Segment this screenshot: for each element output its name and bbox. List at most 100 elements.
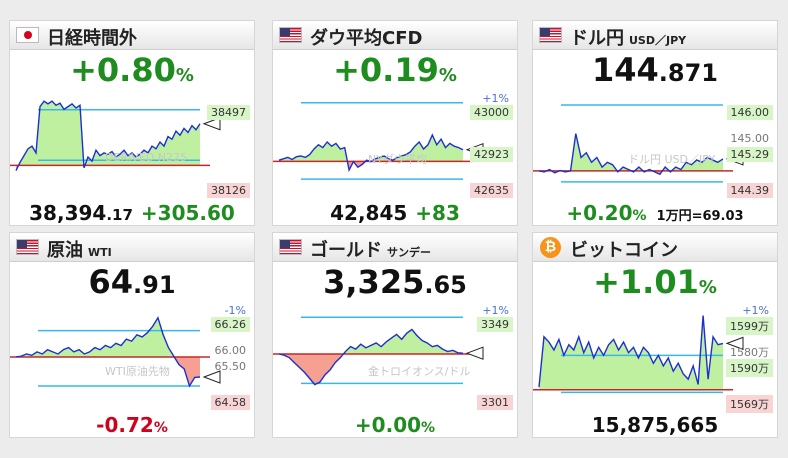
area-above-close <box>16 317 200 357</box>
card-title-text: ドル円 <box>570 28 624 49</box>
high-label: 3349 <box>477 317 513 332</box>
bottom-main: -0.72 <box>96 413 154 437</box>
price-line <box>278 328 464 386</box>
price-line <box>15 100 201 171</box>
high-label: 146.00 <box>726 105 773 120</box>
bottom-suffix: % <box>421 420 436 436</box>
price-line <box>538 133 724 176</box>
chart-watermark: DERIVED N225 <box>105 151 187 164</box>
card-title-text: 原油 <box>47 240 83 261</box>
extra-price-label: 1580万 <box>730 346 769 359</box>
quote-card-dow[interactable]: ダウ平均CFD +0.19% NYダウ平均 +1% 43000 42923 42635 42,… <box>272 20 518 226</box>
us-flag-icon <box>279 239 302 255</box>
us-flag-icon <box>539 27 562 43</box>
card-title-text: ダウ平均CFD <box>310 28 423 49</box>
mid-label: 145.29 <box>726 147 773 162</box>
low-label: 144.39 <box>726 183 773 198</box>
percent-band-label: -1% <box>224 304 246 317</box>
bottom-suffix: % <box>632 208 647 224</box>
card-header: 原油 WTI <box>10 233 254 262</box>
current-price-marker <box>202 117 221 131</box>
price-chart <box>10 100 221 171</box>
yen-conversion-note: 1万円=69.03 <box>656 209 744 224</box>
low-label: 3301 <box>477 395 513 410</box>
headline-suffix: .91 <box>133 271 176 299</box>
chart-watermark: WTI原油先物 <box>105 365 170 378</box>
price-change: +305.60 <box>140 201 235 225</box>
headline-value: +0.80% <box>10 51 254 89</box>
price-chart <box>10 316 221 388</box>
card-title: 日経時間外 <box>47 24 137 50</box>
us-flag-icon <box>279 27 302 43</box>
current-price-marker <box>725 336 744 351</box>
card-title-text: ビットコイン <box>570 240 678 261</box>
card-header: ダウ平均CFD <box>273 21 517 50</box>
card-title-text: ゴールド <box>310 240 382 261</box>
headline-value: +1.01% <box>533 263 777 301</box>
flag-canton <box>280 28 290 36</box>
card-header: 日経時間外 <box>10 21 254 50</box>
chart-watermark: NYダウ平均 <box>368 153 427 166</box>
headline-main: +0.19 <box>333 51 439 89</box>
area-below-close <box>16 356 200 386</box>
us-flag-icon <box>16 239 39 255</box>
bottom-main: +0.00 <box>354 413 422 437</box>
price-chart <box>533 315 744 394</box>
bottom-values: 15,875,665 <box>533 413 777 437</box>
extra-price-label: 66.00 <box>214 344 247 357</box>
area-above-close <box>16 101 200 166</box>
card-header: ₿ ビットコイン <box>533 233 777 262</box>
price-main: 38,394 <box>29 201 107 225</box>
price-decimal: .17 <box>106 206 133 224</box>
headline-suffix: % <box>175 65 194 86</box>
japan-flag-icon <box>16 27 39 43</box>
area-below-close <box>279 354 463 385</box>
headline-value: 144.871 <box>533 51 777 89</box>
card-title: ビットコイン <box>570 236 678 262</box>
percent-band-label: +1% <box>742 304 769 317</box>
card-title: ダウ平均CFD <box>310 24 422 50</box>
percent-band-label: +1% <box>482 304 509 317</box>
bottom-values: 42,845 +83 <box>273 201 517 225</box>
quote-card-wti[interactable]: 原油 WTI 64.91 WTI原油先物 -1% 66.26 66.00 65.50 64.58… <box>9 232 255 438</box>
card-subtitle: WTI <box>88 246 112 259</box>
high-label: 38497 <box>207 105 250 120</box>
card-title: 原油 WTI <box>47 236 112 262</box>
headline-main: 144 <box>591 51 659 89</box>
low-label: 42635 <box>470 183 513 198</box>
headline-value: 3,325.65 <box>273 263 517 301</box>
chart-watermark: ドル円 USD／JPY <box>628 153 716 166</box>
card-title-text: 日経時間外 <box>47 28 137 49</box>
flag-canton <box>280 240 290 248</box>
price-line <box>278 133 464 173</box>
high-label: 66.26 <box>210 317 250 332</box>
price-line <box>538 315 724 388</box>
card-title: ドル円 USD／JPY <box>570 24 686 50</box>
quote-card-gold[interactable]: ゴールド サンデー 3,325.65 金トロイオンス/ドル +1% 3349 3301 +0.… <box>272 232 518 438</box>
headline-suffix: .871 <box>658 59 718 87</box>
card-subtitle: サンデー <box>387 246 431 259</box>
card-title: ゴールド サンデー <box>310 236 431 262</box>
card-subtitle: USD／JPY <box>629 34 687 47</box>
headline-suffix: % <box>698 277 717 298</box>
quote-card-usdjpy[interactable]: ドル円 USD／JPY 144.871 ドル円 USD／JPY 146.00 145.00… <box>532 20 778 226</box>
card-header: ドル円 USD／JPY <box>533 21 777 50</box>
high-label: 43000 <box>470 105 513 120</box>
quote-card-btc[interactable]: ₿ ビットコイン +1.01% +1% 1599万 1580万 1590万 1569万 15,8… <box>532 232 778 438</box>
bottom-values: 38,394.17 +305.60 <box>10 201 254 225</box>
flag-canton <box>17 240 27 248</box>
area-above-close <box>279 135 463 162</box>
mid-label: 1590万 <box>726 359 773 377</box>
current-price-marker <box>202 370 221 384</box>
card-header: ゴールド サンデー <box>273 233 517 262</box>
quote-card-nikkei[interactable]: 日経時間外 +0.80% DERIVED N225 38497 38126 38,394.… <box>9 20 255 226</box>
headline-main: +0.80 <box>70 51 176 89</box>
bitcoin-icon: ₿ <box>540 237 561 258</box>
headline-suffix: .65 <box>424 271 467 299</box>
mid-label: 65.50 <box>214 360 247 373</box>
bottom-values: -0.72% <box>10 413 254 437</box>
low-label: 38126 <box>207 183 250 198</box>
percent-band-label: +1% <box>482 92 509 105</box>
bottom-values: +0.00% <box>273 413 517 437</box>
